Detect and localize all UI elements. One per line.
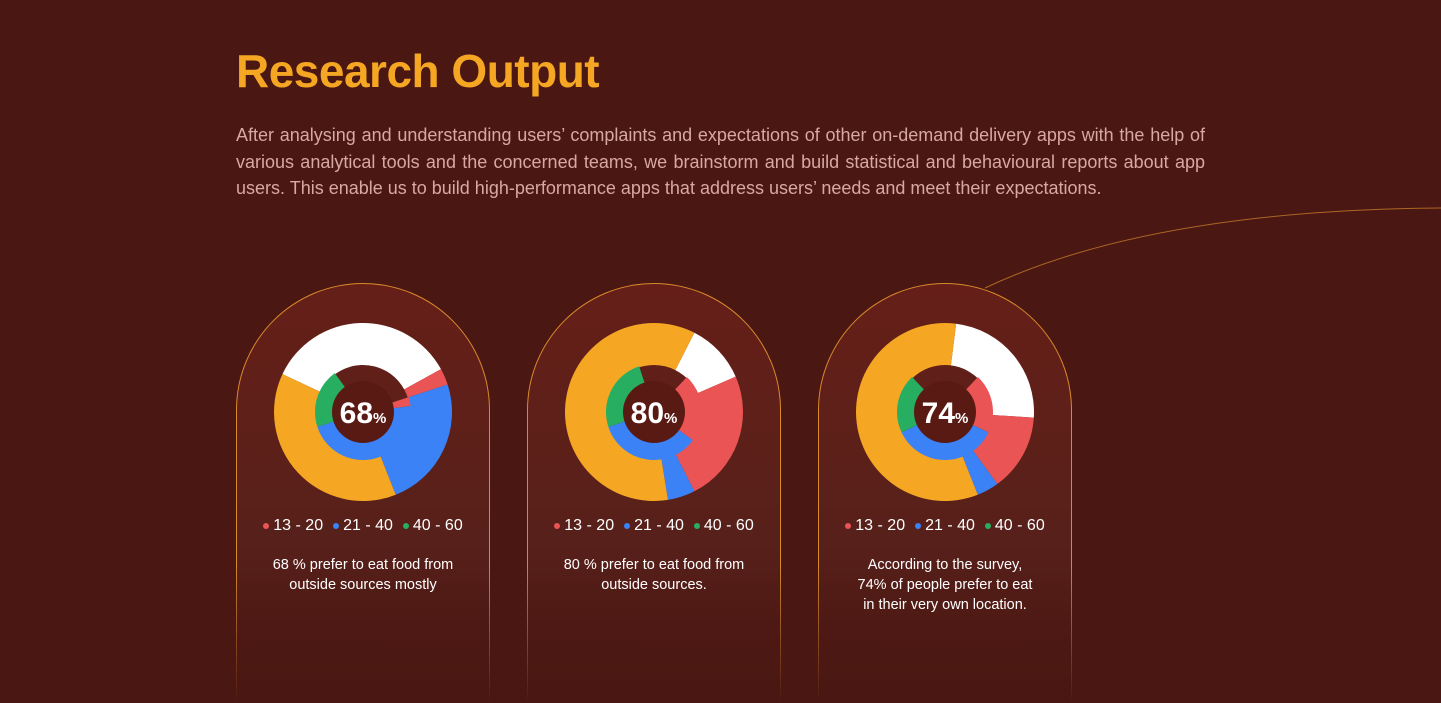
legend-label: 13 - 20 xyxy=(564,517,615,534)
caption-line: in their very own location. xyxy=(863,597,1027,613)
legend-label: 21 - 40 xyxy=(634,517,684,534)
center-value: 74 xyxy=(922,397,956,430)
center-unit: % xyxy=(664,410,677,427)
legend-item: 21 - 40 xyxy=(624,517,684,535)
legend-item: 13 - 20 xyxy=(845,517,905,535)
legend-label: 40 - 60 xyxy=(412,517,463,534)
donut-chart-1: 68% xyxy=(274,323,452,501)
center-unit: % xyxy=(373,410,386,427)
inner-ring-segment-green xyxy=(606,366,645,427)
legend-dot-icon xyxy=(845,523,852,529)
legend-item: 40 - 60 xyxy=(402,517,463,535)
legend-label: 21 - 40 xyxy=(343,517,393,534)
chart-caption-1: 68 % prefer to eat food from outside sou… xyxy=(272,557,454,593)
stat-card-1: 68% 13 - 20 21 - 40 40 - 60 68 % prefer to… xyxy=(235,283,491,703)
inner-ring-segment-blue xyxy=(317,405,411,460)
outer-ring-segment-white xyxy=(282,323,441,392)
donut-hole xyxy=(332,381,394,443)
legend-item: 13 - 20 xyxy=(554,517,614,535)
inner-ring-segment-green xyxy=(315,373,346,427)
outer-ring-segment-red xyxy=(675,376,743,492)
outer-ring-segment-orange xyxy=(856,323,978,501)
outer-ring-segment-white xyxy=(950,323,1034,418)
legend-label: 40 - 60 xyxy=(994,517,1045,534)
caption-line: 74% of people prefer to eat xyxy=(857,577,1033,593)
intro-paragraph: After analysing and understanding users’… xyxy=(236,125,1205,198)
legend-dot-icon xyxy=(915,523,922,529)
chart-legend-1: 13 - 20 21 - 40 40 - 60 xyxy=(237,517,489,535)
stat-card-3: 74% 13 - 20 21 - 40 40 - 60 According to t… xyxy=(817,283,1073,703)
outer-ring-segment-orange xyxy=(565,323,695,501)
outer-ring-segment-white xyxy=(675,332,736,394)
center-value: 68 xyxy=(340,397,373,430)
legend-label: 13 - 20 xyxy=(855,517,906,534)
center-value-label: 80% xyxy=(631,397,678,430)
legend-item: 13 - 20 xyxy=(263,517,323,535)
chart-caption-2: 80 % prefer to eat food from outside sou… xyxy=(563,557,745,593)
legend-label: 40 - 60 xyxy=(703,517,754,534)
legend-dot-icon xyxy=(984,523,991,529)
chart-legend-3: 13 - 20 21 - 40 40 - 60 xyxy=(819,517,1071,535)
outer-ring-segment-blue xyxy=(661,453,695,500)
legend-dot-icon xyxy=(624,523,631,529)
inner-ring-segment-red xyxy=(391,397,411,409)
inner-ring-segment-red xyxy=(965,377,993,433)
donut-chart-3: 74% xyxy=(856,323,1034,501)
caption-line: According to the survey, xyxy=(867,557,1023,573)
center-unit: % xyxy=(955,410,968,427)
center-value-label: 68% xyxy=(340,397,387,430)
chart-legend-2: 13 - 20 21 - 40 40 - 60 xyxy=(528,517,780,535)
inner-ring-segment-green xyxy=(897,377,925,433)
legend-dot-icon xyxy=(263,523,270,529)
center-value-label: 74% xyxy=(922,397,969,430)
outer-ring-segment-blue xyxy=(962,450,998,495)
donut-chart-2: 80% xyxy=(565,323,743,501)
legend-item: 21 - 40 xyxy=(915,517,975,535)
outer-ring-segment-blue xyxy=(380,384,452,495)
outer-ring-segment-orange xyxy=(274,374,396,501)
legend-dot-icon xyxy=(402,523,409,529)
legend-item: 21 - 40 xyxy=(333,517,393,535)
legend-dot-icon xyxy=(554,523,561,529)
legend-dot-icon xyxy=(693,523,700,529)
stat-card-2: 80% 13 - 20 21 - 40 40 - 60 80 % prefer to… xyxy=(526,283,782,703)
outer-ring-segment-red xyxy=(404,369,448,398)
legend-label: 21 - 40 xyxy=(925,517,975,534)
legend-item: 40 - 60 xyxy=(984,517,1045,535)
center-value: 80 xyxy=(631,397,664,430)
legend-label: 13 - 20 xyxy=(273,517,324,534)
chart-caption-3: According to the survey, 74% of people p… xyxy=(839,555,1051,615)
donut-hole xyxy=(914,381,976,443)
legend-dot-icon xyxy=(333,523,340,529)
donut-hole xyxy=(623,381,685,443)
page-title: Research Output xyxy=(236,45,600,97)
legend-item: 40 - 60 xyxy=(693,517,754,535)
